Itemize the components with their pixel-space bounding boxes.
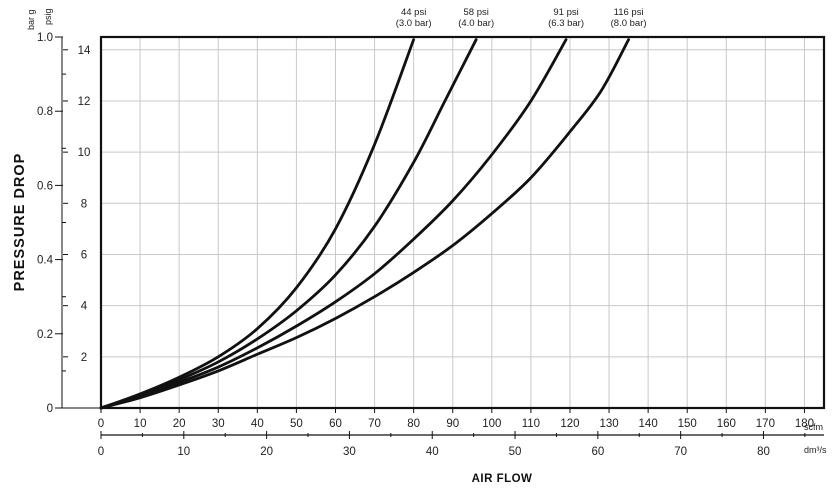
x-axis-dm3s: 0 10 20 30 40 50 60 70 80 (98, 431, 824, 458)
x-dm3s-tick-label: 20 (260, 446, 273, 458)
curve-labels: 44 psi(3.0 bar) 58 psi(4.0 bar) 91 psi(6.3… (396, 7, 647, 29)
y-psig-unit-label: psig (43, 8, 53, 25)
curve-44-psi (99, 38, 416, 410)
y-bar-tick-label: 0.8 (37, 106, 53, 118)
x-scfm-tick-label: 110 (522, 418, 540, 430)
curve-label-psi: 44 psi (401, 7, 426, 18)
y-psig-tick-label: 14 (78, 45, 91, 57)
x-scfm-tick-label: 100 (482, 418, 501, 430)
curve-label-bar: (3.0 bar) (396, 18, 432, 29)
x-scfm-tick-label: 30 (212, 418, 225, 430)
curve-91-psi (99, 38, 568, 410)
x-scfm-tick-label: 10 (134, 418, 147, 430)
x-dm3s-unit-label: dm³/s (804, 445, 827, 455)
grid-lines (101, 37, 824, 408)
x-axis-scfm: 0 10 20 30 40 50 60 70 80 90 100 110 120 130 140 150 160… (98, 408, 814, 430)
y-bar-tick-label: 0.2 (37, 329, 53, 341)
y-bar-tick-label: 1.0 (37, 32, 53, 44)
x-scfm-tick-label: 140 (639, 418, 658, 430)
x-scfm-tick-label: 160 (717, 418, 736, 430)
curve-label-psi: 58 psi (463, 7, 488, 18)
y-psig-tick-label: 8 (81, 198, 87, 210)
y-axis-title: PRESSURE DROP (12, 153, 28, 292)
x-scfm-tick-label: 60 (329, 418, 342, 430)
curve-label-psi: 116 psi (614, 7, 644, 18)
plot-frame (99, 35, 826, 410)
y-psig-tick-label: 4 (81, 301, 88, 313)
curve-label-psi: 91 psi (553, 7, 578, 18)
x-scfm-tick-label: 180 (795, 418, 814, 430)
x-dm3s-tick-label: 80 (757, 446, 770, 458)
x-scfm-tick-label: 50 (290, 418, 303, 430)
x-scfm-tick-label: 20 (173, 418, 186, 430)
x-dm3s-tick-label: 70 (674, 446, 687, 458)
x-dm3s-tick-label: 60 (591, 446, 604, 458)
curves (99, 38, 630, 410)
x-dm3s-tick-label: 40 (426, 446, 439, 458)
y-psig-tick-label: 2 (81, 352, 87, 364)
x-scfm-tick-label: 130 (599, 418, 618, 430)
y-psig-tick-label: 12 (78, 96, 91, 108)
x-dm3s-tick-label: 50 (509, 446, 522, 458)
x-scfm-tick-label: 0 (98, 418, 104, 430)
x-dm3s-tick-label: 0 (98, 446, 104, 458)
curve-label-bar: (6.3 bar) (548, 18, 584, 29)
y-bar-tick-label: 0.4 (37, 255, 54, 267)
x-scfm-tick-label: 90 (446, 418, 459, 430)
x-scfm-tick-label: 80 (407, 418, 420, 430)
curve-58-psi (99, 38, 478, 410)
curve-label-bar: (4.0 bar) (458, 18, 494, 29)
y-bar-unit-label: bar g (26, 9, 36, 30)
y-bar-tick-label: 0.6 (37, 180, 53, 192)
y-bar-tick-label: 0 (47, 403, 53, 415)
x-scfm-unit-label: scfm (804, 422, 823, 432)
x-axis-title: AIR FLOW (472, 473, 533, 485)
x-dm3s-tick-label: 10 (177, 446, 190, 458)
x-scfm-tick-label: 150 (678, 418, 697, 430)
y-psig-tick-label: 6 (81, 249, 87, 261)
x-scfm-tick-label: 120 (560, 418, 579, 430)
y-axis-bar: 0 0.2 0.4 0.6 0.8 1.0 (37, 32, 66, 415)
curve-label-bar: (8.0 bar) (611, 18, 647, 29)
y-axis-psig: 2 4 6 8 10 12 14 (62, 45, 101, 409)
curve-116-psi (99, 38, 630, 410)
x-dm3s-tick-label: 30 (343, 446, 356, 458)
x-scfm-tick-label: 70 (368, 418, 381, 430)
x-scfm-tick-label: 170 (756, 418, 775, 430)
x-scfm-tick-label: 40 (251, 418, 264, 430)
y-psig-tick-label: 10 (78, 147, 91, 159)
